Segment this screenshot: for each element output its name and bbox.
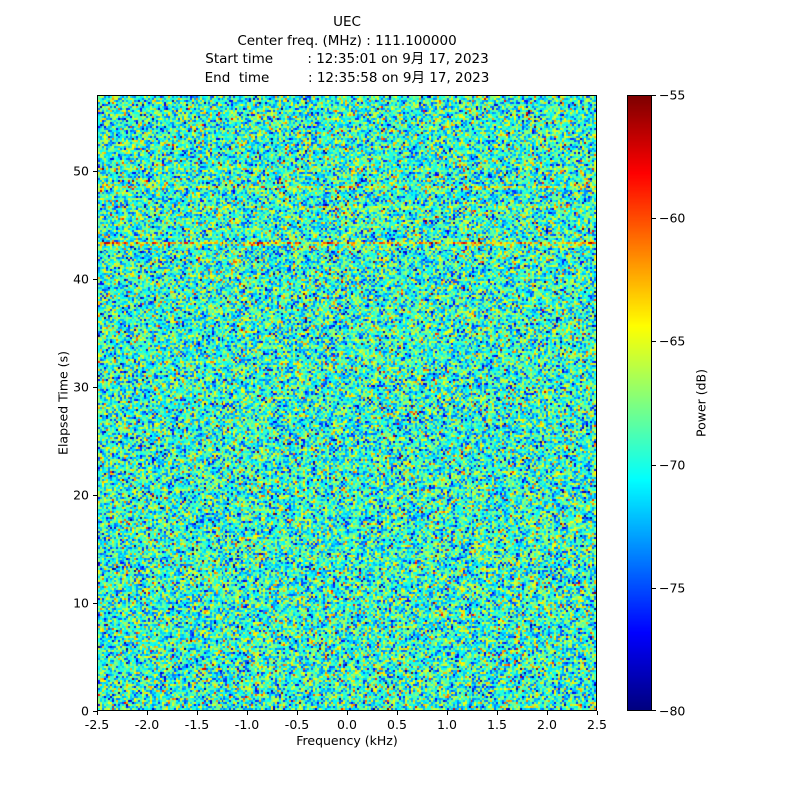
x-tick-mark: [297, 711, 298, 715]
colorbar-tick-label: −55: [659, 87, 686, 103]
x-tick-label: 0.0: [337, 717, 357, 732]
colorbar-gradient: [628, 96, 651, 710]
colorbar-tick-label: −60: [659, 210, 686, 226]
x-tick-label: -1.0: [234, 717, 260, 732]
x-tick-label: 1.0: [437, 717, 457, 732]
y-tick-mark: [93, 170, 97, 172]
y-tick-label: 30: [73, 379, 89, 395]
y-tick-mark: [93, 711, 97, 712]
x-tick-label: -2.0: [134, 717, 160, 732]
y-tick-mark: [93, 602, 97, 604]
y-tick-label: 0: [81, 703, 89, 719]
colorbar-tick-mark: [652, 218, 656, 220]
x-tick-label: 2.0: [537, 717, 557, 732]
x-tick-label: 2.5: [587, 717, 607, 732]
colorbar-label: Power (dB): [693, 368, 709, 438]
colorbar: [627, 95, 652, 711]
y-tick-label: 20: [73, 487, 89, 503]
x-axis-label: Frequency (kHz): [296, 733, 398, 748]
y-tick-label: 50: [73, 163, 89, 179]
x-tick-label: -0.5: [284, 717, 310, 732]
x-tick-label: -2.5: [84, 717, 110, 732]
colorbar-tick-mark: [652, 464, 656, 466]
colorbar-tick-label: −65: [659, 333, 686, 349]
x-tick-label: 0.5: [387, 717, 407, 732]
end-time-line: End time : 12:35:58 on 9月 17, 2023: [204, 69, 490, 86]
x-tick-mark: [397, 711, 398, 715]
plot-area: [97, 95, 597, 711]
colorbar-tick-label: −80: [659, 703, 686, 719]
x-tick-mark: [547, 711, 548, 715]
colorbar-tick-mark: [652, 587, 656, 589]
y-tick-label: 40: [73, 271, 89, 287]
x-tick-mark: [197, 711, 198, 715]
x-tick-mark: [97, 711, 98, 715]
colorbar-tick-mark: [652, 341, 656, 343]
colorbar-tick-label: −70: [659, 457, 686, 473]
x-tick-mark: [247, 711, 248, 715]
y-tick-mark: [93, 278, 97, 280]
colorbar-tick-label: −75: [659, 580, 686, 596]
spectrogram-heatmap: [98, 96, 596, 710]
x-tick-mark: [497, 711, 498, 715]
x-tick-mark: [347, 711, 348, 715]
chart-title: UEC: [333, 14, 361, 30]
colorbar-tick-mark: [652, 95, 656, 96]
x-tick-mark: [597, 711, 598, 715]
x-tick-mark: [147, 711, 148, 715]
start-time-line: Start time : 12:35:01 on 9月 17, 2023: [205, 51, 489, 67]
colorbar-tick-mark: [652, 710, 656, 711]
title-block: UEC Center freq. (MHz) : 111.100000 Star…: [97, 13, 597, 87]
x-tick-label: 1.5: [487, 717, 507, 732]
y-tick-label: 10: [73, 595, 89, 611]
y-tick-mark: [93, 494, 97, 496]
center-freq-line: Center freq. (MHz) : 111.100000: [237, 32, 457, 49]
y-axis-label: Elapsed Time (s): [55, 351, 71, 455]
x-tick-mark: [447, 711, 448, 715]
x-tick-label: -1.5: [184, 717, 210, 732]
y-tick-mark: [93, 386, 97, 388]
